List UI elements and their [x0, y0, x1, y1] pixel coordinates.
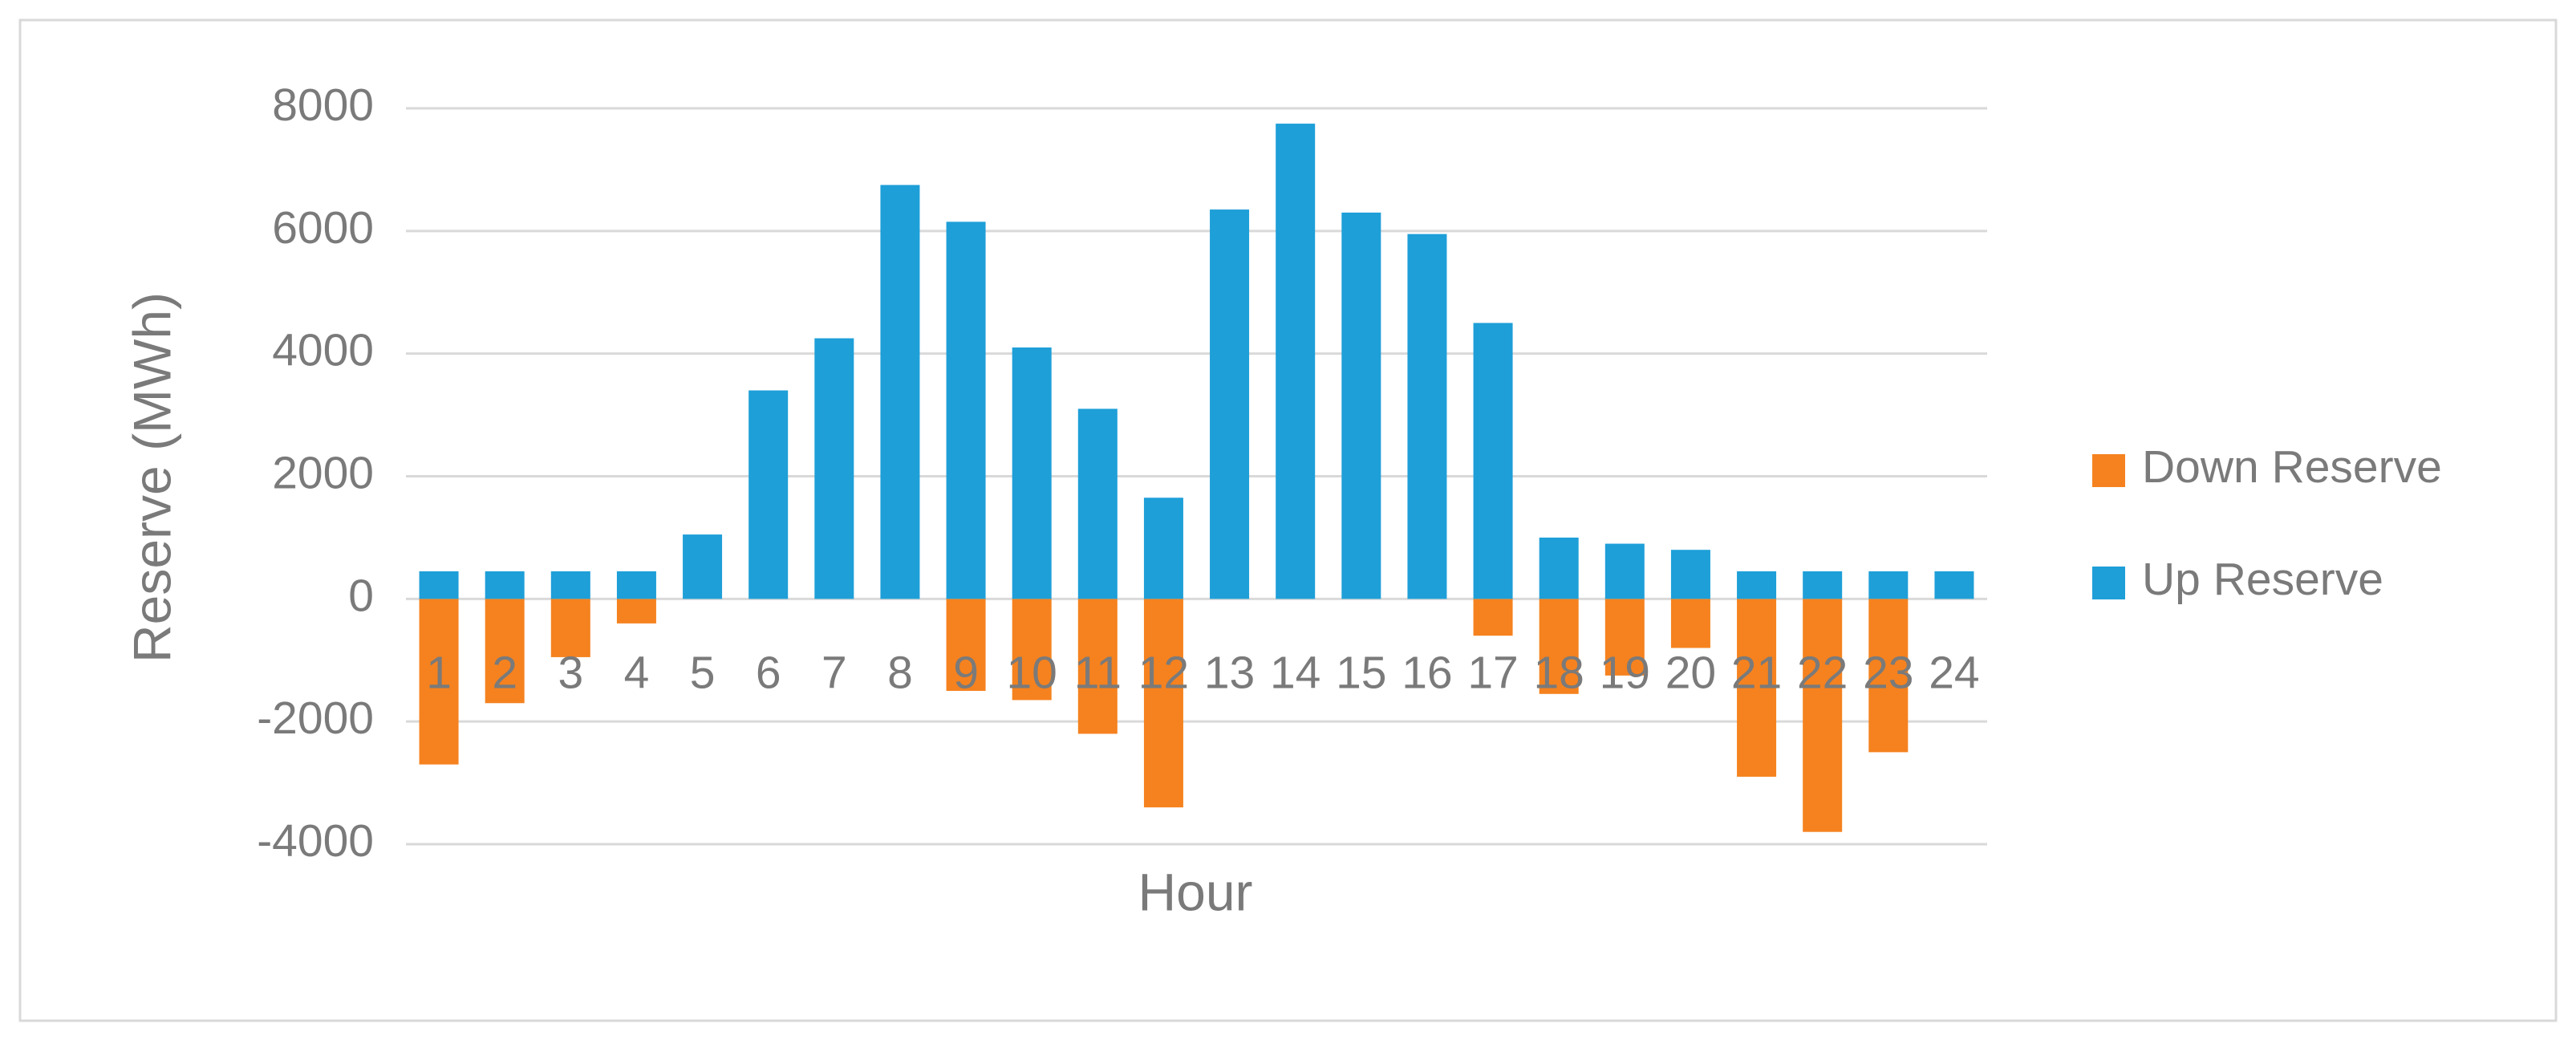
bar	[1604, 543, 1645, 599]
bar	[1803, 571, 1843, 599]
y-tick-label: 8000	[272, 79, 374, 131]
x-tick-label: 22	[1797, 647, 1848, 698]
x-tick-label: 19	[1600, 647, 1650, 698]
y-axis-label: Reserve (MWh)	[122, 292, 181, 663]
bar	[1868, 599, 1909, 753]
x-tick-label: 18	[1533, 647, 1584, 698]
y-tick-label: -4000	[257, 815, 374, 867]
bar	[1803, 599, 1843, 832]
bar	[683, 534, 723, 599]
bar	[880, 185, 920, 599]
bar	[1407, 234, 1447, 599]
bar	[946, 599, 986, 691]
bar	[1143, 599, 1183, 808]
legend-label: Up Reserve	[2142, 554, 2383, 605]
bar	[814, 338, 854, 599]
bar	[419, 571, 459, 599]
x-tick-label: 1	[426, 647, 452, 698]
x-tick-label: 5	[690, 647, 716, 698]
bar	[748, 390, 789, 599]
y-tick-label: -2000	[257, 693, 374, 744]
y-tick-label: 0	[348, 570, 374, 621]
bar	[1012, 599, 1052, 701]
bar	[1934, 571, 1974, 599]
x-tick-label: 4	[624, 647, 650, 698]
x-tick-label: 12	[1138, 647, 1189, 698]
x-tick-label: 11	[1074, 647, 1122, 698]
x-tick-label: 2	[492, 647, 517, 698]
bar	[550, 571, 590, 599]
bar	[1012, 347, 1052, 599]
bar	[616, 571, 656, 599]
legend-label: Down Reserve	[2142, 441, 2442, 493]
bar	[1341, 212, 1381, 599]
x-tick-label: 16	[1402, 647, 1452, 698]
x-tick-label: 7	[821, 647, 847, 698]
x-tick-label: 20	[1665, 647, 1716, 698]
x-tick-label: 9	[953, 647, 979, 698]
y-tick-label: 2000	[272, 448, 374, 499]
bar	[485, 571, 525, 599]
legend-swatch	[2092, 567, 2125, 599]
x-tick-label: 24	[1929, 647, 1979, 698]
bar	[1077, 599, 1118, 734]
bar	[1670, 550, 1710, 599]
x-tick-label: 15	[1336, 647, 1386, 698]
bar	[1604, 599, 1645, 676]
bar	[1539, 537, 1579, 599]
bar	[1473, 599, 1513, 636]
bar	[550, 599, 590, 657]
bar	[485, 599, 525, 704]
y-tick-label: 4000	[272, 325, 374, 376]
bar	[1473, 323, 1513, 599]
legend-swatch	[2092, 454, 2125, 487]
bar	[1210, 209, 1250, 599]
bar	[616, 599, 656, 624]
x-tick-label: 23	[1863, 647, 1913, 698]
bar	[1737, 571, 1777, 599]
x-axis-label: Hour	[1138, 862, 1252, 921]
bar	[946, 221, 986, 599]
y-tick-label: 6000	[272, 202, 374, 254]
x-tick-label: 8	[887, 647, 913, 698]
bar	[1276, 124, 1316, 599]
bar	[1539, 599, 1579, 694]
bar	[1868, 571, 1909, 599]
bar	[1670, 599, 1710, 648]
x-tick-label: 3	[558, 647, 583, 698]
x-tick-label: 10	[1006, 647, 1057, 698]
x-tick-label: 13	[1204, 647, 1255, 698]
bar	[1143, 498, 1183, 599]
bar	[1077, 408, 1118, 599]
x-tick-label: 17	[1467, 647, 1518, 698]
x-tick-label: 21	[1731, 647, 1782, 698]
bar	[419, 599, 459, 765]
x-tick-label: 14	[1270, 647, 1320, 698]
bar	[1737, 599, 1777, 777]
x-tick-label: 6	[756, 647, 781, 698]
